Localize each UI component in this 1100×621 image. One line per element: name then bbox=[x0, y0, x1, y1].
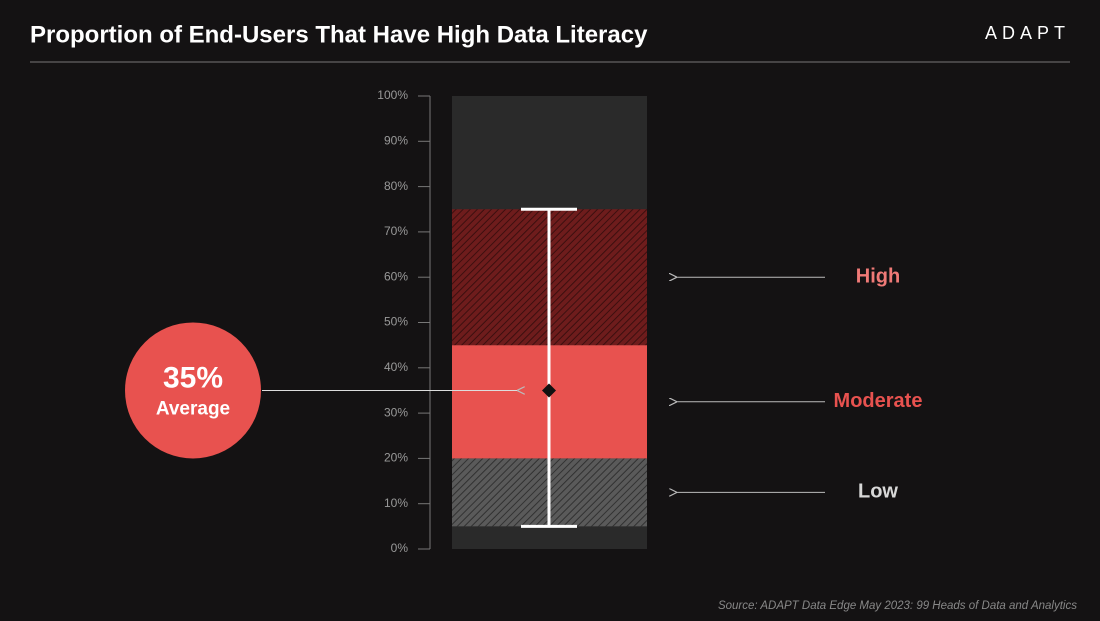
y-tick-label: 20% bbox=[384, 451, 408, 465]
mean-marker bbox=[542, 383, 556, 398]
y-tick-label: 0% bbox=[391, 541, 409, 555]
logo: ADAPT bbox=[985, 23, 1070, 43]
band-label: Low bbox=[858, 481, 898, 503]
y-tick-label: 40% bbox=[384, 360, 408, 374]
y-tick-label: 50% bbox=[384, 315, 408, 329]
title: Proportion of End-Users That Have High D… bbox=[30, 21, 648, 48]
y-tick-label: 90% bbox=[384, 133, 408, 147]
mean-label: 35% bbox=[163, 361, 223, 394]
mean-bubble bbox=[125, 322, 261, 459]
band-label: High bbox=[856, 265, 900, 287]
y-tick-label: 80% bbox=[384, 179, 408, 193]
source: Source: ADAPT Data Edge May 2023: 99 Hea… bbox=[718, 600, 1077, 612]
y-tick-label: 70% bbox=[384, 224, 408, 238]
y-tick-label: 10% bbox=[384, 496, 408, 510]
y-tick-label: 100% bbox=[377, 88, 408, 102]
band-label: Moderate bbox=[834, 390, 923, 412]
y-tick-label: 30% bbox=[384, 405, 408, 419]
y-tick-label: 60% bbox=[384, 269, 408, 283]
mean-name: Average bbox=[156, 398, 230, 419]
